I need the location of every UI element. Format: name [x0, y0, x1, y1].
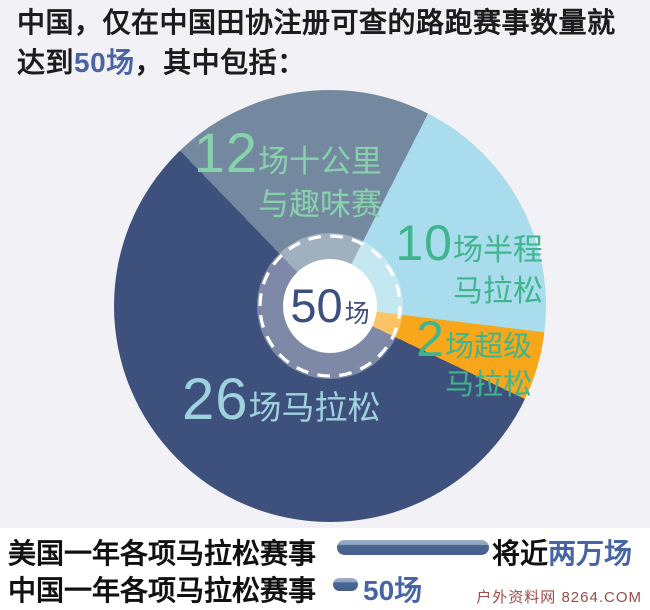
center-total-number: 50 — [290, 279, 343, 332]
usa-value-prefix: 将近 — [492, 538, 549, 569]
page-title: 中国，仅在中国田协注册可查的路跑赛事数量就 达到50场，其中包括： — [17, 3, 642, 83]
slice-text-10k-line2: 与趣味赛 — [258, 187, 382, 222]
comparison-bar-china — [333, 578, 358, 591]
title-line-1: 中国，仅在中国田协注册可查的路跑赛事数量就 — [17, 7, 616, 38]
watermark: 户外资料网 8264.COM — [476, 589, 642, 606]
slice-text-half-line1: 场半程 — [453, 234, 543, 267]
pie-center-badge: 50 场 — [283, 259, 377, 353]
slice-label-marathon: 26 场马拉松 — [182, 366, 381, 433]
slice-text-10k-line1: 场十公里 — [258, 144, 382, 179]
comparison-row-china-label: 中国一年各项马拉松赛事 — [8, 575, 317, 606]
slice-text-half-line2: 马拉松 — [453, 275, 543, 308]
china-value-highlight: 50场 — [363, 575, 423, 606]
comparison-row-usa-value: 将近两万场 — [492, 532, 632, 572]
slice-label-ultra-marathon: 2 场超级 马拉松 — [416, 310, 532, 403]
comparison-bar-usa — [337, 540, 489, 555]
title-total-highlight: 50场 — [74, 47, 135, 78]
slice-value-ultra: 2 — [416, 311, 445, 367]
dashed-ring — [258, 234, 402, 378]
slice-value-10k: 12 — [193, 121, 258, 184]
title-line-2: 达到50场，其中包括： — [17, 43, 642, 83]
slice-value-marathon: 26 — [182, 367, 249, 432]
title-line2-suffix: ，其中包括： — [134, 47, 306, 78]
slice-label-half-marathon: 10 场半程 马拉松 — [395, 214, 543, 310]
pie-chart-area: 50 场 12 场十公里 与趣味赛 10 场半程 马拉松 2 场超级 马拉松 — [114, 90, 546, 522]
comparison-row-usa-label: 美国一年各项马拉松赛事 — [8, 538, 317, 569]
slice-value-half: 10 — [395, 215, 453, 271]
slice-label-10k-fun-race: 12 场十公里 与趣味赛 — [194, 120, 382, 224]
slice-text-ultra-line1: 场超级 — [444, 331, 532, 363]
slice-text-ultra-line2: 马拉松 — [444, 369, 532, 401]
usa-value-highlight: 两万场 — [548, 538, 633, 569]
center-total-unit: 场 — [344, 300, 370, 328]
comparison-row-china-value: 50场 — [363, 569, 422, 609]
title-line2-prefix: 达到 — [17, 47, 75, 78]
slice-text-marathon-line1: 场马拉松 — [248, 389, 381, 426]
comparison-section: 美国一年各项马拉松赛事 将近两万场 中国一年各项马拉松赛事 50场 户外资料网 … — [0, 528, 650, 610]
